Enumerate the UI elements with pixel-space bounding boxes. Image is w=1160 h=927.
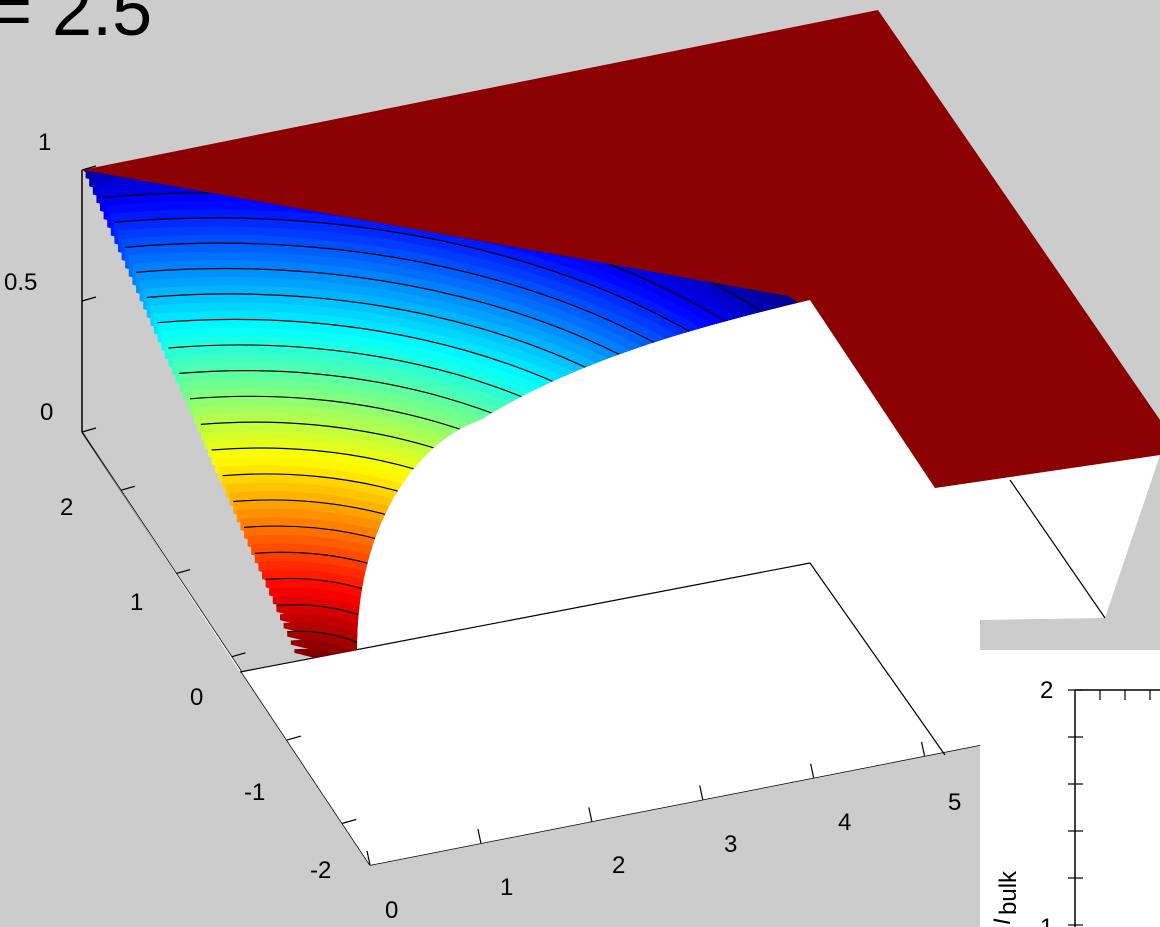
y-tick-label: -2 [310,857,331,884]
y-tick [342,818,357,824]
y-tick [286,735,302,741]
x-tick-label: 5 [948,789,961,816]
x-tick [366,850,371,866]
x-tick-label: 0 [385,897,398,924]
inset-y-tick-label: 1 [1040,914,1053,927]
x-tick [810,763,815,778]
inset-y-tick-label: 2 [1040,677,1053,704]
x-tick-label: 2 [612,852,625,879]
x-tick [920,741,926,757]
y-tick-label: -1 [244,779,265,806]
y-tick-label: 1 [130,589,143,616]
z-tick [81,296,97,302]
x-tick [699,785,704,800]
inset-ticks [1068,689,1151,926]
floor-edge [1009,479,1106,619]
z-tick-label: 0 [40,399,53,426]
y-tick [120,485,135,491]
floor-edge [809,562,946,756]
y-tick [231,652,246,658]
z-tick-label: 1 [38,129,51,156]
y-tick-label: 2 [60,494,73,521]
z-tick [81,427,97,433]
x-tick [477,829,482,844]
x-tick-label: 1 [500,874,513,901]
inset-ylabel-main: I [989,918,1016,925]
x-tick-label: 4 [838,809,851,836]
floor-plane [82,300,1160,865]
y-tick [175,568,191,575]
z-tick-label: 0.5 [4,269,37,296]
inset-ylabel: I bulk [989,870,1022,925]
chart-title: = 2.5 [0,0,152,51]
inset-panel [980,650,1160,927]
axis-ticks [81,165,926,866]
plateau-surface [82,10,1160,488]
inset-ylabel-sub: bulk [995,870,1022,915]
x-tick-label: 3 [724,831,737,858]
z-tick [81,165,97,171]
y-tick-label: 0 [190,684,203,711]
x-tick [588,807,593,822]
